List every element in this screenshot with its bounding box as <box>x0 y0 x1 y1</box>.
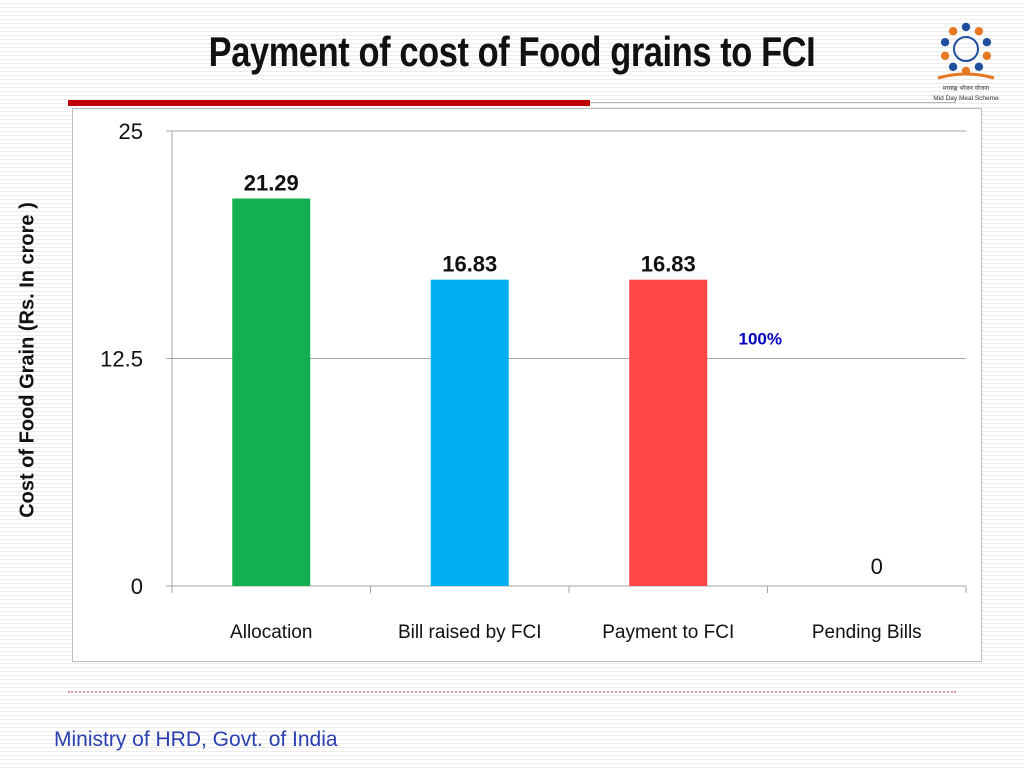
title-rule-gray <box>590 102 956 103</box>
logo-figure <box>948 62 958 71</box>
slide-title: Payment of cost of Food grains to FCI <box>208 28 816 75</box>
logo-figure <box>940 38 950 47</box>
bar <box>232 198 311 586</box>
logo-text-hindi: मध्याह्न भोजन योजना <box>943 84 990 92</box>
x-category-label: Bill raised by FCI <box>398 622 542 643</box>
logo-figure <box>961 22 971 32</box>
x-category-label: Allocation <box>230 622 312 643</box>
data-label: 21.29 <box>244 171 299 196</box>
data-label: 16.83 <box>442 252 497 277</box>
bar <box>629 279 708 586</box>
y-axis-title: Cost of Food Grain (Rs. In crore ) <box>16 202 39 518</box>
logo-figure <box>974 27 984 36</box>
mid-day-meal-logo: मध्याह्न भोजन योजना Mid Day Meal Scheme <box>933 22 999 102</box>
title-rule-red <box>68 100 590 106</box>
bar <box>430 279 509 586</box>
y-tick-label: 25 <box>119 119 143 144</box>
logo-figure <box>948 27 958 36</box>
data-label: 16.83 <box>641 252 696 277</box>
logo-figure <box>940 51 950 60</box>
chart-frame <box>72 108 982 662</box>
data-label: 0 <box>871 554 883 579</box>
x-category-label: Pending Bills <box>812 622 922 643</box>
logo-text-english: Mid Day Meal Scheme <box>933 95 999 102</box>
annotation-percent: 100% <box>739 330 782 349</box>
y-tick-label: 0 <box>131 574 143 599</box>
footer-rule <box>68 691 956 693</box>
logo-figure <box>982 38 992 47</box>
logo-figure <box>982 51 992 60</box>
footer-text: Ministry of HRD, Govt. of India <box>54 728 338 751</box>
logo-figure <box>974 62 984 71</box>
x-category-label: Payment to FCI <box>602 622 734 643</box>
y-tick-label: 12.5 <box>100 347 143 372</box>
